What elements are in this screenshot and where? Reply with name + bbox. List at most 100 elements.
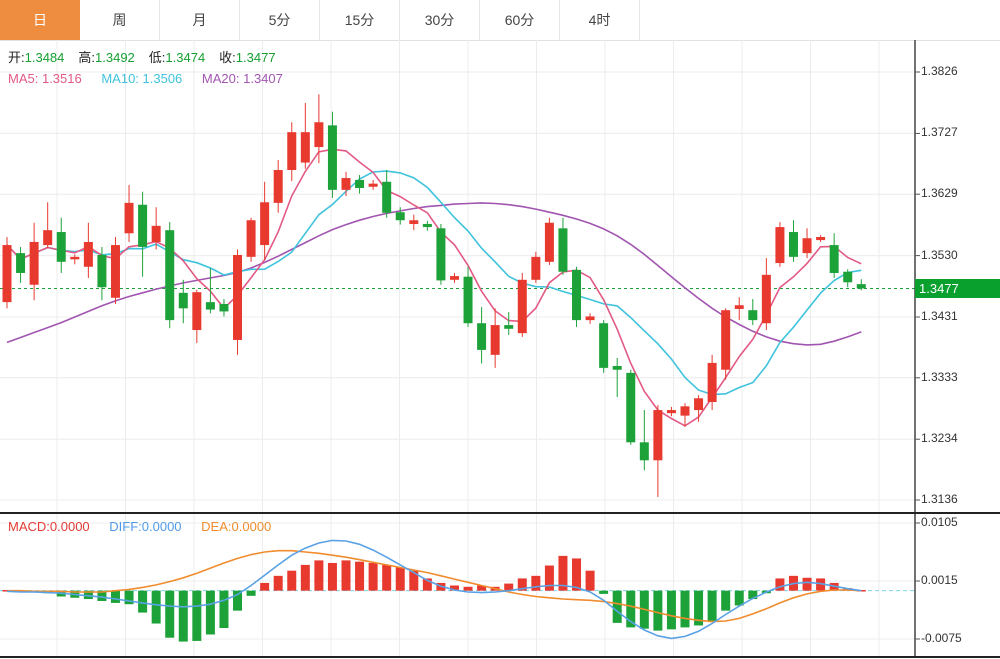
macd-bar — [748, 590, 758, 600]
candle-body — [504, 325, 514, 329]
candle-body — [477, 323, 487, 350]
close-label: 收: — [219, 50, 236, 65]
candle-body — [395, 212, 405, 221]
candle-body — [43, 230, 53, 246]
line — [6, 170, 862, 396]
macd-legend: MACD:0.0000 DIFF:0.0000 DEA:0.0000 — [8, 519, 271, 534]
candle-body — [205, 302, 215, 310]
macd-bar — [612, 590, 622, 623]
macd-bar — [558, 555, 568, 591]
ohlc-legend: 开:1.3484 高:1.3492 低:1.3474 收:1.3477 — [8, 47, 290, 66]
candle-body — [843, 271, 853, 283]
macd-bar — [504, 583, 514, 591]
candle-body — [802, 238, 812, 254]
ma20-value: MA20: 1.3407 — [201, 71, 283, 86]
macd-bar — [165, 590, 175, 638]
candle-body — [816, 236, 826, 241]
macd-bar — [192, 590, 202, 641]
macd-bar — [382, 564, 392, 591]
candle-body — [694, 398, 704, 411]
candle-body — [544, 222, 554, 262]
candle-body — [856, 284, 866, 289]
candle-body — [572, 269, 582, 321]
candle-body — [449, 276, 459, 280]
line — [6, 539, 862, 640]
axis-tick-label: 1.3629 — [921, 186, 958, 201]
tab-5分[interactable]: 5分 — [240, 0, 320, 40]
open-value: 1.3484 — [24, 50, 65, 65]
candle-body — [639, 442, 649, 461]
axis-tick-label: 1.3530 — [921, 247, 958, 262]
macd-bar — [802, 577, 812, 591]
tab-月[interactable]: 月 — [160, 0, 240, 40]
macd-bar — [97, 590, 107, 601]
candle-body — [327, 125, 337, 190]
timeframe-tabbar: 日周月 5分 15分 30分 60分 4时 — [0, 0, 1000, 41]
line — [6, 148, 862, 427]
macd-bar — [517, 578, 527, 591]
candle-body — [721, 310, 731, 370]
candle-body — [829, 245, 839, 273]
candle-body — [585, 316, 595, 321]
ma5-value: MA5: 1.3516 — [8, 71, 82, 86]
macd-bar — [246, 590, 256, 596]
macd-bar — [585, 570, 595, 591]
candle-body — [138, 204, 148, 247]
axis-tick-label: 1.3431 — [921, 309, 958, 323]
candle-body — [314, 122, 324, 148]
candle-body — [612, 366, 622, 370]
tab-30分[interactable]: 30分 — [400, 0, 480, 40]
candle-body — [680, 406, 690, 416]
candle-body — [97, 254, 107, 288]
macd-bar — [110, 590, 120, 603]
candle-body — [531, 256, 541, 280]
axis-tick-label: 1.3333 — [921, 369, 958, 384]
axis-tick-label: 1.3234 — [921, 431, 958, 446]
candle-body — [409, 220, 419, 224]
line — [7, 549, 862, 623]
candle-body — [2, 245, 12, 303]
candle-body — [178, 292, 188, 309]
macd-bar — [694, 590, 704, 626]
macd-bar — [775, 578, 785, 591]
tab-60分[interactable]: 60分 — [480, 0, 560, 40]
macd-bar — [544, 565, 554, 591]
axis-tick-label: 0.0105 — [921, 515, 958, 529]
candle-body — [233, 254, 243, 340]
candle-body — [626, 372, 636, 443]
macd-bar — [422, 578, 432, 591]
axis-tick-label: 1.3136 — [921, 492, 958, 506]
tab-日[interactable]: 日 — [0, 0, 80, 40]
ma-legend: MA5: 1.3516 MA10: 1.3506 MA20: 1.3407 — [8, 71, 283, 86]
macd-bar — [151, 590, 161, 624]
macd-bar — [680, 590, 690, 628]
tab-周[interactable]: 周 — [80, 0, 160, 40]
low-value: 1.3474 — [165, 50, 206, 65]
diff-value: DIFF:0.0000 — [109, 519, 182, 534]
candle-body — [273, 170, 283, 203]
macd-bar — [477, 585, 487, 591]
axis-tick-label: 0.0015 — [921, 573, 958, 587]
candle-body — [110, 245, 120, 298]
open-label: 开: — [8, 50, 25, 65]
candle-body — [666, 410, 676, 414]
dea-value: DEA:0.0000 — [201, 519, 272, 534]
candle-body — [558, 228, 568, 272]
candle-body — [29, 241, 39, 285]
candle-body — [300, 132, 310, 163]
candle-body — [151, 225, 161, 242]
macd-bar — [626, 590, 636, 628]
candle-body — [422, 223, 432, 228]
tab-4时[interactable]: 4时 — [560, 0, 640, 40]
macd-bar — [572, 558, 582, 591]
macd-value: MACD:0.0000 — [8, 519, 90, 534]
tab-15分[interactable]: 15分 — [320, 0, 400, 40]
line — [6, 202, 862, 346]
candle-body — [219, 303, 229, 312]
candle-body — [355, 179, 365, 188]
candle-body — [436, 228, 446, 281]
macd-bar — [653, 590, 663, 631]
close-value: 1.3477 — [235, 50, 276, 65]
